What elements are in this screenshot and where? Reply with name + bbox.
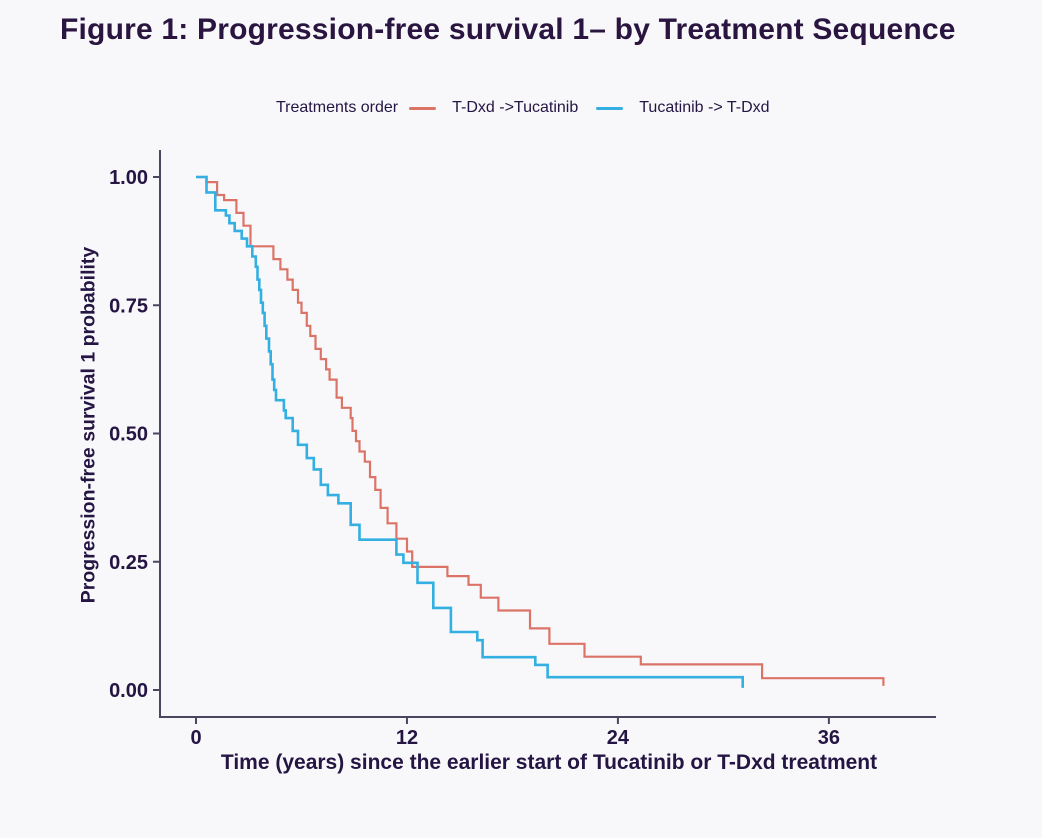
x-tick-label: 0	[190, 727, 201, 749]
x-tick-label: 36	[818, 727, 840, 749]
figure-title: Figure 1: Progression-free survival 1– b…	[60, 13, 956, 46]
legend-key-tucatinib-first-line-icon	[596, 106, 624, 110]
legend-title: Treatments order	[276, 99, 399, 116]
y-tick-label: 0.75	[109, 295, 148, 317]
legend-label-tdxd-first: T-Dxd ->Tucatinib	[452, 99, 579, 116]
x-axis-title: Time (years) since the earlier start of …	[220, 751, 878, 774]
y-tick-label: 0.00	[109, 680, 148, 702]
axes	[153, 150, 936, 724]
legend-key-tdxd-first-line-icon	[409, 106, 437, 110]
y-tick-label: 0.50	[109, 424, 148, 446]
x-tick-label: 24	[607, 727, 630, 749]
survival-curve-tdxd-first	[196, 175, 885, 686]
y-tick-label: 1.00	[109, 167, 148, 189]
legend: Treatments order T-Dxd ->Tucatinib Tucat…	[276, 98, 770, 118]
x-tick-label: 12	[396, 727, 418, 749]
survival-curve-tucatinib-first	[196, 175, 744, 688]
y-axis-title: Progression-free survival 1 probability	[77, 246, 100, 604]
y-tick-label: 0.25	[109, 552, 148, 574]
legend-label-tucatinib-first: Tucatinib -> T-Dxd	[639, 99, 770, 116]
